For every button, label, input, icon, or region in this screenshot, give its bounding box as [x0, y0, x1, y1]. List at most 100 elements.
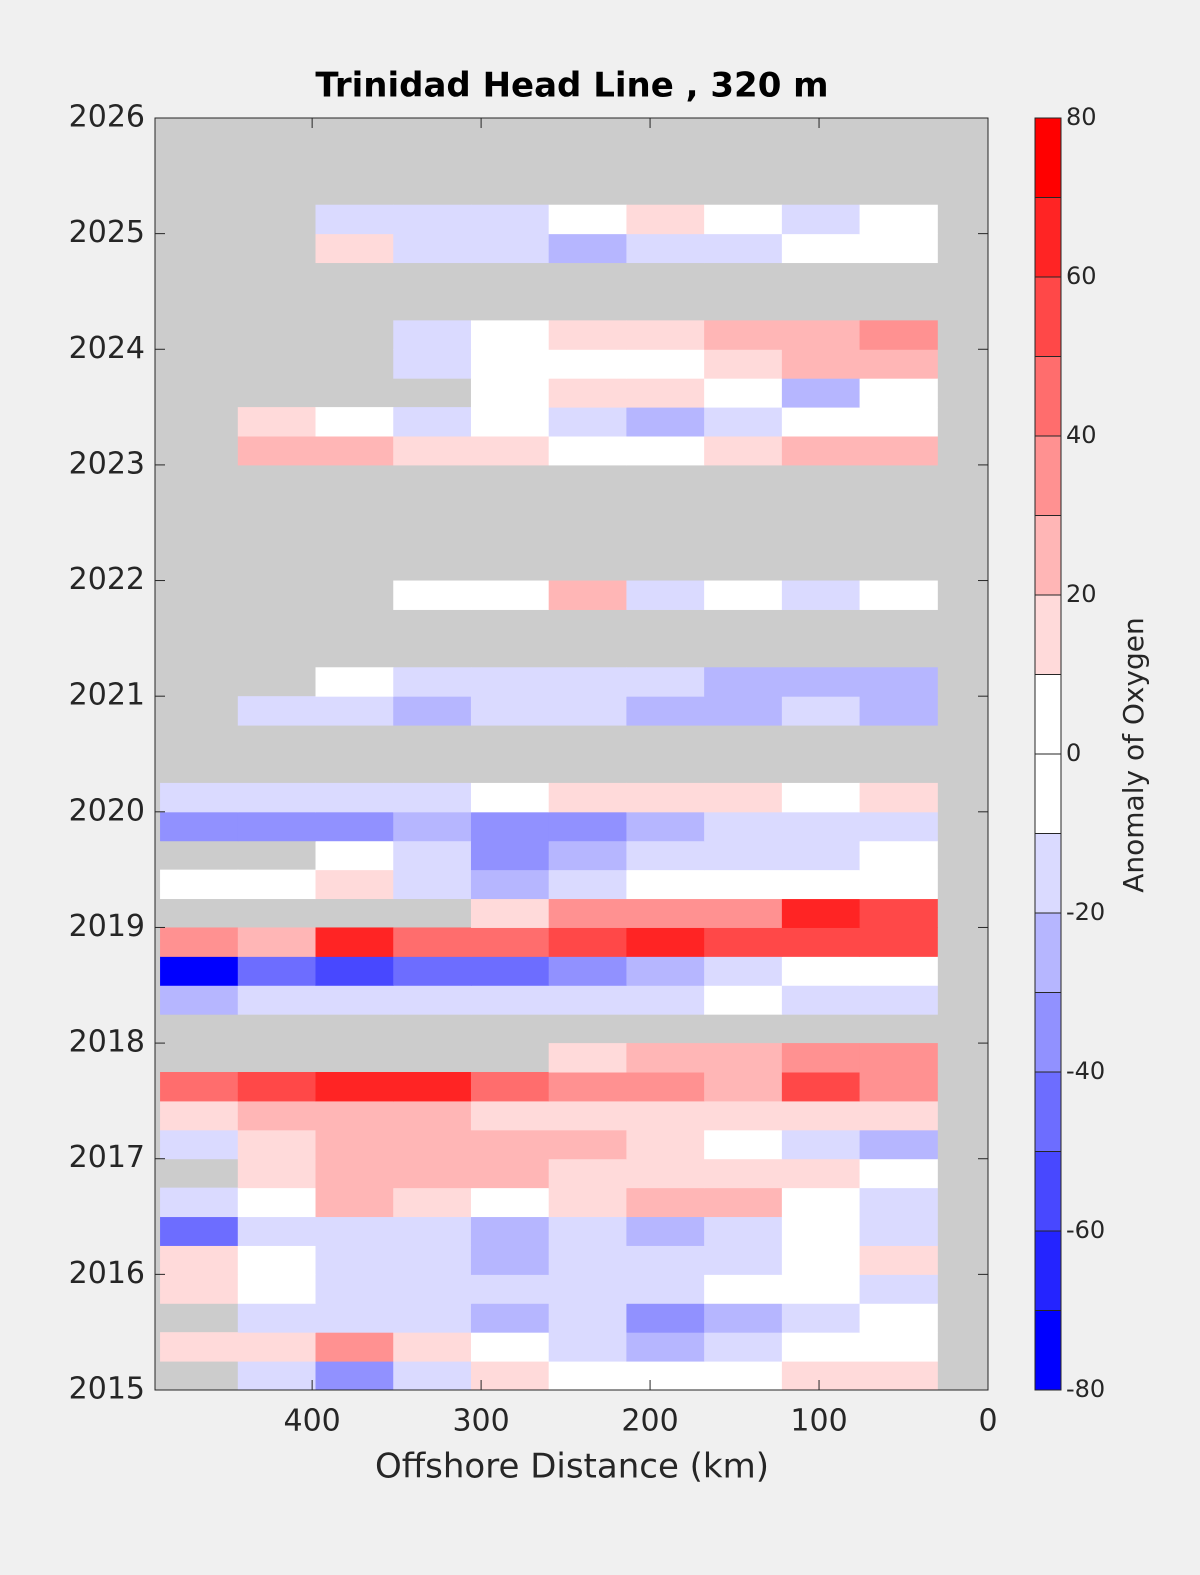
- heat-cell: [704, 1216, 783, 1246]
- heat-cell: [470, 956, 550, 986]
- heat-cell: [470, 927, 550, 957]
- heat-cell: [859, 1100, 938, 1131]
- heat-cell: [704, 233, 783, 264]
- heat-cell: [237, 1216, 317, 1246]
- heat-cell: [859, 898, 938, 928]
- heat-cell: [859, 436, 938, 466]
- heat-cell: [237, 1303, 317, 1333]
- heat-cell: [393, 782, 472, 813]
- colorbar-band: [1035, 913, 1061, 993]
- heat-cell: [315, 1332, 394, 1362]
- y-tick-label: 2021: [69, 678, 145, 713]
- heat-cell: [160, 1332, 239, 1362]
- heat-cell: [237, 956, 317, 986]
- heat-cell: [315, 1158, 394, 1189]
- heat-cell: [548, 1043, 627, 1073]
- heat-cell: [393, 985, 472, 1015]
- heat-cell: [781, 378, 861, 408]
- y-tick-label: 2017: [69, 1140, 145, 1175]
- colorbar-band: [1035, 118, 1061, 198]
- heat-cell: [626, 782, 705, 813]
- heat-cell: [548, 782, 627, 813]
- heat-cell: [704, 580, 783, 610]
- heat-cell: [393, 869, 472, 900]
- heat-cell: [781, 1158, 861, 1189]
- heat-cell: [704, 407, 783, 437]
- heat-cell: [237, 985, 317, 1015]
- colorbar-band: [1035, 1151, 1061, 1231]
- heat-cell: [237, 407, 317, 437]
- heat-cell: [237, 1072, 317, 1102]
- x-tick-label: 400: [284, 1404, 341, 1439]
- heat-cell: [548, 1129, 627, 1160]
- heat-cell: [315, 1100, 394, 1131]
- heat-cell: [859, 1361, 938, 1391]
- heat-cell: [315, 667, 394, 697]
- heat-cell: [626, 1129, 705, 1160]
- heat-cell: [781, 840, 861, 871]
- heat-cell: [237, 782, 317, 813]
- heat-cell: [470, 667, 550, 697]
- heat-cell: [626, 696, 705, 726]
- heat-cell: [160, 1274, 239, 1304]
- heat-cell: [859, 1072, 938, 1102]
- heat-cell: [704, 985, 783, 1015]
- heat-cell: [859, 811, 938, 842]
- colorbar-band: [1035, 1072, 1061, 1152]
- heat-cell: [626, 1187, 705, 1218]
- heat-cell: [781, 956, 861, 986]
- heat-cell: [393, 1158, 472, 1189]
- heat-cell: [315, 1274, 394, 1304]
- heat-cell: [470, 840, 550, 871]
- heat-cell: [237, 1332, 317, 1362]
- heat-cell: [548, 1187, 627, 1218]
- heat-cell: [704, 1100, 783, 1131]
- heat-cell: [237, 1129, 317, 1160]
- heat-cell: [393, 956, 472, 986]
- heat-cell: [626, 927, 705, 957]
- heat-cell: [160, 811, 239, 842]
- heat-cell: [393, 436, 472, 466]
- heat-cell: [315, 1129, 394, 1160]
- x-tick-label: 200: [621, 1404, 678, 1439]
- heat-cell: [626, 407, 705, 437]
- heat-cell: [470, 320, 550, 350]
- heat-cell: [548, 1361, 627, 1391]
- heat-cell: [781, 580, 861, 610]
- heat-cell: [859, 667, 938, 697]
- heat-cell: [781, 436, 861, 466]
- heat-cell: [781, 1361, 861, 1391]
- heat-cell: [704, 1245, 783, 1275]
- heat-cell: [393, 1274, 472, 1304]
- heat-cell: [859, 927, 938, 957]
- heat-cell: [626, 1072, 705, 1102]
- plot-area: [155, 118, 988, 1391]
- heat-cell: [704, 1274, 783, 1304]
- heat-cell: [237, 869, 317, 900]
- heat-cell: [548, 1216, 627, 1246]
- heat-cell: [470, 898, 550, 928]
- heat-cell: [704, 1129, 783, 1160]
- x-axis-label: Offshore Distance (km): [375, 1447, 769, 1487]
- y-tick-label: 2020: [69, 793, 145, 828]
- heat-cell: [315, 782, 394, 813]
- heat-cell: [626, 580, 705, 610]
- y-tick-label: 2024: [69, 331, 145, 366]
- heat-cell: [859, 1303, 938, 1333]
- heat-cell: [781, 869, 861, 900]
- heat-cell: [859, 782, 938, 813]
- heat-cell: [160, 956, 239, 986]
- heat-cell: [393, 1303, 472, 1333]
- heat-cell: [548, 436, 627, 466]
- heat-cell: [315, 436, 394, 466]
- heat-cell: [160, 985, 239, 1015]
- heat-cell: [626, 1245, 705, 1275]
- colorbar-tick-label: 0: [1066, 739, 1081, 767]
- heat-cell: [470, 696, 550, 726]
- heat-cell: [160, 1245, 239, 1275]
- heat-cell: [626, 1158, 705, 1189]
- heat-cell: [393, 927, 472, 957]
- heat-cell: [393, 1216, 472, 1246]
- heat-cell: [626, 869, 705, 900]
